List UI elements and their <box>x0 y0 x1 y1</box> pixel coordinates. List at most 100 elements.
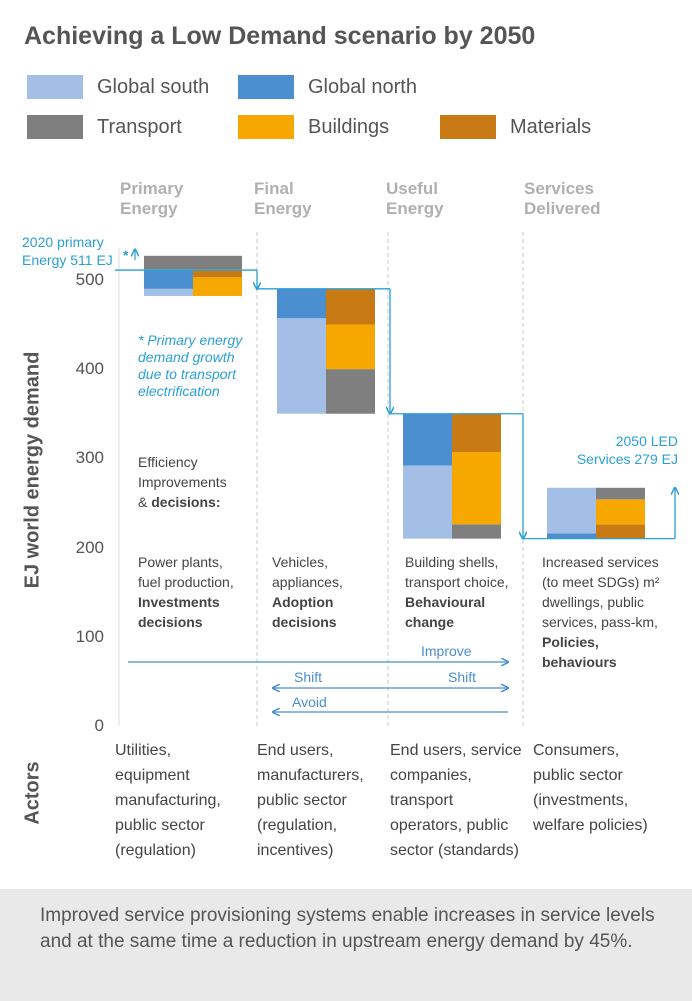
actor-line: operators, public <box>390 817 509 834</box>
stage-final-line2: Energy <box>254 199 312 218</box>
y-tick-label: 300 <box>75 448 104 468</box>
legend-label-transport: Transport <box>97 115 182 138</box>
bar-segment-global-north <box>403 413 452 466</box>
bar-segment-global-north <box>144 269 193 289</box>
efficiency-line-3: & decisions: <box>138 492 227 512</box>
bar-segment-transport <box>193 255 242 270</box>
legend-item-buildings: Buildings <box>238 115 389 139</box>
legend-item-global-south: Global south <box>27 75 209 99</box>
efficiency-line: Efficiency <box>138 454 198 470</box>
efficiency-amp: & <box>138 494 152 510</box>
legend-item-transport: Transport <box>27 115 182 139</box>
actor-line: companies, <box>390 767 472 784</box>
actor-line: (regulation, <box>257 817 338 834</box>
description-line: dwellings, public <box>542 594 644 610</box>
stage-primary-line1: Primary <box>120 179 184 198</box>
efficiency-line: Improvements <box>138 474 227 490</box>
legend-label-materials: Materials <box>510 115 592 138</box>
stage-header-final: Final Energy <box>254 179 312 219</box>
actors-primary: Utilities, equipment manufacturing, publ… <box>115 738 221 863</box>
description-line: Increased services <box>542 554 659 570</box>
description-line: Building shells, <box>405 554 499 570</box>
actors-services: Consumers, public sector (investments, w… <box>533 738 648 838</box>
stage-useful-line2: Energy <box>386 199 444 218</box>
stage-header-useful: Useful Energy <box>386 179 444 219</box>
legend-item-global-north: Global north <box>238 75 417 99</box>
bar-segment-buildings <box>452 452 501 525</box>
actor-line: public sector <box>257 792 347 809</box>
y-tick-label: 400 <box>75 359 104 379</box>
chart-title: Achieving a Low Demand scenario by 2050 <box>24 22 536 50</box>
legend-swatch-global-north <box>238 75 294 99</box>
bar-segment-transport <box>144 255 193 270</box>
bar-segment-transport <box>326 369 375 414</box>
bar-segment-materials <box>193 269 242 278</box>
actor-line: Consumers, <box>533 742 620 759</box>
stage-header-services: Services Delivered <box>524 179 601 219</box>
arrow-label-improve: Improve <box>421 643 472 659</box>
callout-asterisk: * <box>123 247 129 263</box>
description-bold-line: Adoption <box>272 594 334 610</box>
asterisk-note: * Primary energy demand growth due to tr… <box>138 332 242 400</box>
description-line: Power plants, <box>138 554 223 570</box>
stage-final-line1: Final <box>254 179 294 198</box>
actor-line: welfare policies) <box>533 817 648 834</box>
arrow-label-shift-left: Shift <box>294 669 323 685</box>
y-tick-label: 500 <box>75 269 104 289</box>
stage-header-primary: Primary Energy <box>120 179 183 219</box>
y-tick-label: 200 <box>75 537 104 557</box>
description-bold-line: Behavioural <box>405 594 486 610</box>
callout-2050-led-line1: 2050 LED <box>615 433 678 449</box>
stage-primary-line2: Energy <box>120 199 178 218</box>
description-services: Increased services (to meet SDGs) m² dwe… <box>542 552 659 672</box>
bar-segment-buildings <box>326 324 375 370</box>
bar-segment-global-south <box>547 487 596 534</box>
callout-2020-primary: 2020 primary Energy 511 EJ <box>22 233 113 269</box>
description-bold-line: change <box>405 614 455 630</box>
description-bold-line: decisions <box>272 614 337 630</box>
arrow-label-shift-right: Shift <box>448 669 477 685</box>
bar-segment-global-north <box>277 288 326 319</box>
asterisk-note-line: * Primary energy <box>138 332 243 348</box>
actor-line: manufacturers, <box>257 767 364 784</box>
legend-swatch-buildings <box>238 115 294 139</box>
callout-2050-led: 2050 LED Services 279 EJ <box>574 432 678 468</box>
legend-swatch-global-south <box>27 75 83 99</box>
y-tick-label: 0 <box>94 716 104 735</box>
arrow-label-avoid: Avoid <box>292 694 327 710</box>
bar-segment-materials <box>326 288 375 325</box>
bar-segment-materials <box>452 413 501 453</box>
stage-services-line1: Services <box>524 179 594 198</box>
bar-segment-transport <box>452 524 501 539</box>
actor-line: manufacturing, <box>115 792 221 809</box>
footer-text: Improved service provisioning systems en… <box>40 905 655 952</box>
bar-segment-global-south <box>144 288 193 296</box>
bar-segment-buildings <box>596 499 645 525</box>
actor-line: Utilities, <box>115 742 172 759</box>
description-bold-line: decisions <box>138 614 203 630</box>
legend-swatch-materials <box>440 115 496 139</box>
description-primary: Power plants, fuel production, Investmen… <box>138 552 234 632</box>
description-bold-line: behaviours <box>542 654 617 670</box>
bar-segment-transport <box>596 487 645 500</box>
bar-segment-global-north <box>547 533 596 539</box>
actors-final: End users, manufacturers, public sector … <box>257 738 364 863</box>
actors-useful: End users, service companies, transport … <box>390 738 522 863</box>
bar-segment-global-south <box>277 318 326 414</box>
actor-line: transport <box>390 792 454 809</box>
description-line: (to meet SDGs) m² <box>542 574 660 590</box>
bar-segment-materials <box>596 524 645 539</box>
description-line: transport choice, <box>405 574 509 590</box>
description-line: Vehicles, <box>272 554 329 570</box>
description-final: Vehicles, appliances, Adoption decisions <box>272 552 343 632</box>
legend-label-global-north: Global north <box>308 75 417 98</box>
description-bold-line: Policies, <box>542 634 599 650</box>
efficiency-decisions: decisions: <box>151 494 221 510</box>
asterisk-note-line: electrification <box>138 383 220 399</box>
callout-2020-primary-line2: Energy 511 EJ <box>22 252 113 268</box>
footer-panel: Improved service provisioning systems en… <box>0 889 692 1001</box>
bar-segment-buildings <box>193 277 242 296</box>
bar-segment-global-south <box>403 465 452 539</box>
actor-line: End users, <box>257 742 334 759</box>
